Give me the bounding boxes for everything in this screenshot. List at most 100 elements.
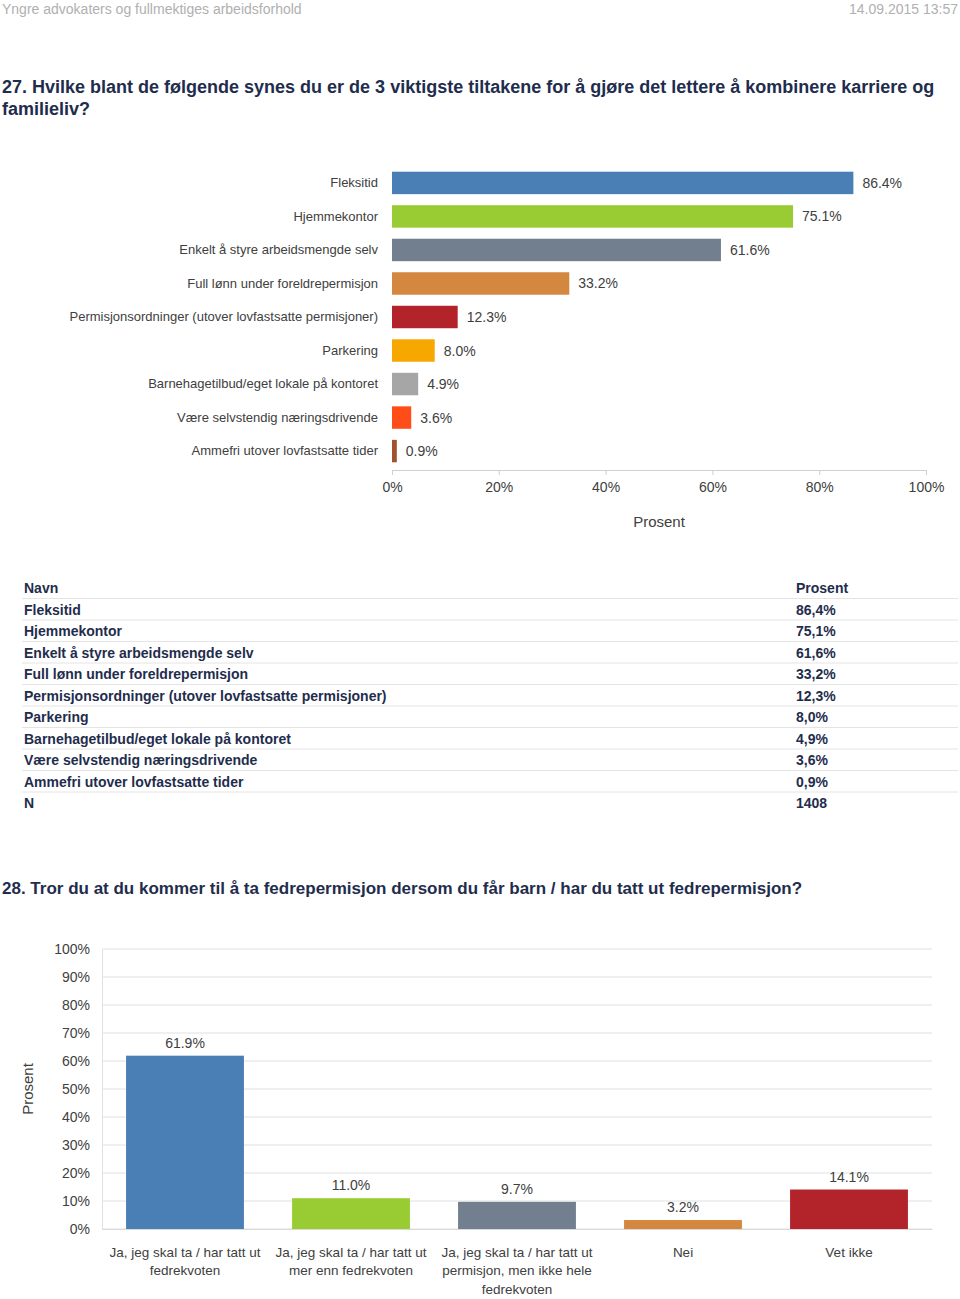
tick: Permisjonsordninger (utover lovfastsatte… bbox=[69, 309, 378, 324]
category-label: Parkering bbox=[322, 343, 378, 358]
tick: 100% bbox=[54, 941, 102, 957]
tick-label: 20% bbox=[485, 479, 513, 495]
table-cell: Fleksitid bbox=[24, 602, 81, 618]
table-cell: Full lønn under foreldrepermisjon bbox=[24, 666, 248, 682]
tick-label: 100% bbox=[54, 941, 90, 957]
data-label: 3.2% bbox=[667, 1199, 699, 1215]
chart-2: 61.9%11.0%9.7%3.2%14.1%0%10%20%30%40%50%… bbox=[19, 941, 933, 1297]
data-label: 3.6% bbox=[420, 410, 452, 426]
tick: Fleksitid bbox=[330, 175, 378, 190]
data-label: 61.6% bbox=[730, 242, 770, 258]
category-label: Ja, jeg skal ta / har tatt utfedrekvoten bbox=[110, 1245, 261, 1279]
tick: 80% bbox=[62, 997, 102, 1013]
category-label: Hjemmekontor bbox=[293, 209, 378, 224]
tick: Barnehagetilbud/eget lokale på kontoret bbox=[148, 376, 378, 391]
tick-label: 80% bbox=[62, 997, 90, 1013]
tick-label: 40% bbox=[592, 479, 620, 495]
tick: Enkelt å styre arbeidsmengde selv bbox=[179, 242, 378, 257]
x-axis: 0%20%40%60%80%100% bbox=[382, 470, 944, 495]
x-axis: Ja, jeg skal ta / har tatt utfedrekvoten… bbox=[103, 1230, 933, 1298]
tick: 40% bbox=[62, 1109, 102, 1125]
tick-label: 10% bbox=[62, 1193, 90, 1209]
bar bbox=[392, 239, 721, 261]
table-cell: 61,6% bbox=[796, 645, 836, 661]
category-label: Nei bbox=[673, 1245, 693, 1260]
tick: 20% bbox=[485, 470, 513, 495]
tick: Ja, jeg skal ta / har tatt utpermisjon, … bbox=[442, 1245, 593, 1298]
bar bbox=[392, 272, 569, 294]
table-cell: 8,0% bbox=[796, 709, 828, 725]
tick-mark bbox=[926, 470, 927, 475]
row-separator bbox=[22, 663, 958, 664]
tick: 0% bbox=[70, 1221, 102, 1237]
category-label: Enkelt å styre arbeidsmengde selv bbox=[179, 242, 378, 257]
table-header: Navn bbox=[24, 580, 58, 596]
row-separator bbox=[22, 770, 958, 771]
tick: Ja, jeg skal ta / har tatt utmer enn fed… bbox=[276, 1245, 427, 1279]
header-title: Yngre advokaters og fullmektiges arbeids… bbox=[2, 1, 302, 17]
category-label: Ja, jeg skal ta / har tatt utmer enn fed… bbox=[276, 1245, 427, 1279]
row-separator bbox=[22, 727, 958, 728]
bars bbox=[126, 1056, 908, 1229]
tick: Være selvstendig næringsdrivende bbox=[177, 410, 378, 425]
category-label: Vet ikke bbox=[825, 1245, 872, 1260]
table-cell: Permisjonsordninger (utover lovfastsatte… bbox=[24, 688, 387, 704]
header-date: 14.09.2015 13:57 bbox=[849, 1, 958, 17]
tick-label: 40% bbox=[62, 1109, 90, 1125]
table-cell: Barnehagetilbud/eget lokale på kontoret bbox=[24, 731, 291, 747]
axis-line bbox=[102, 950, 103, 1230]
bar bbox=[126, 1056, 244, 1229]
axis-line bbox=[103, 1229, 933, 1230]
table: NavnProsentFleksitid86,4%Hjemmekontor75,… bbox=[22, 580, 958, 811]
tick: 60% bbox=[699, 470, 727, 495]
bar bbox=[392, 373, 418, 395]
tick-mark bbox=[606, 470, 607, 475]
tick-label: 90% bbox=[62, 969, 90, 985]
row-separator bbox=[22, 620, 958, 621]
tick-mark bbox=[712, 470, 713, 475]
data-label: 11.0% bbox=[332, 1177, 371, 1193]
category-label: Ja, jeg skal ta / har tatt utpermisjon, … bbox=[442, 1245, 593, 1298]
tick-label: 60% bbox=[62, 1053, 90, 1069]
tick-mark bbox=[819, 470, 820, 475]
category-label: Full lønn under foreldrepermisjon bbox=[187, 276, 378, 291]
tick: Nei bbox=[673, 1245, 693, 1260]
tick-label: 20% bbox=[62, 1165, 90, 1181]
bar bbox=[392, 172, 853, 194]
data-label: 33.2% bbox=[578, 275, 618, 291]
y-axis: Fleksitid Hjemmekontor Enkelt å styre arbe… bbox=[69, 175, 378, 458]
question-title: 28. Tror du at du kommer til å ta fedrep… bbox=[2, 878, 942, 900]
table-cell: Parkering bbox=[24, 709, 89, 725]
data-label: 12.3% bbox=[467, 309, 507, 325]
grid-line bbox=[102, 1005, 932, 1006]
data-labels: 61.9%11.0%9.7%3.2%14.1% bbox=[165, 1035, 869, 1215]
data-label: 0.9% bbox=[406, 443, 438, 459]
question-title: 27. Hvilke blant de følgende synes du er… bbox=[2, 76, 942, 120]
tick: 100% bbox=[909, 470, 945, 495]
tick-label: 50% bbox=[62, 1081, 90, 1097]
bar bbox=[392, 440, 397, 462]
tick-label: 30% bbox=[62, 1137, 90, 1153]
tick-mark bbox=[392, 470, 393, 475]
category-label: Barnehagetilbud/eget lokale på kontoret bbox=[148, 376, 378, 391]
table-cell: 4,9% bbox=[796, 731, 828, 747]
data-label: 9.7% bbox=[501, 1181, 533, 1197]
tick: 30% bbox=[62, 1137, 102, 1153]
data-label: 14.1% bbox=[829, 1169, 869, 1185]
tick: 60% bbox=[62, 1053, 102, 1069]
tick: 0% bbox=[382, 470, 402, 495]
tick: Ja, jeg skal ta / har tatt utfedrekvoten bbox=[110, 1245, 261, 1279]
chart-1: Fleksitid Hjemmekontor Enkelt å styre arbe… bbox=[69, 172, 944, 530]
tick-label: 0% bbox=[70, 1221, 90, 1237]
tick: 90% bbox=[62, 969, 102, 985]
grid-line bbox=[102, 1033, 932, 1034]
tick: Ammefri utover lovfastsatte tider bbox=[192, 443, 379, 458]
data-label: 86.4% bbox=[862, 175, 902, 191]
bar bbox=[392, 205, 793, 227]
tick: 20% bbox=[62, 1165, 102, 1181]
tick: Full lønn under foreldrepermisjon bbox=[187, 276, 378, 291]
bars bbox=[392, 172, 853, 463]
bar bbox=[292, 1198, 410, 1229]
y-axis: 0%10%20%30%40%50%60%70%80%90%100% bbox=[54, 941, 102, 1237]
data-labels: 86.4%75.1%61.6%33.2%12.3%8.0%4.9%3.6%0.9… bbox=[406, 175, 902, 459]
